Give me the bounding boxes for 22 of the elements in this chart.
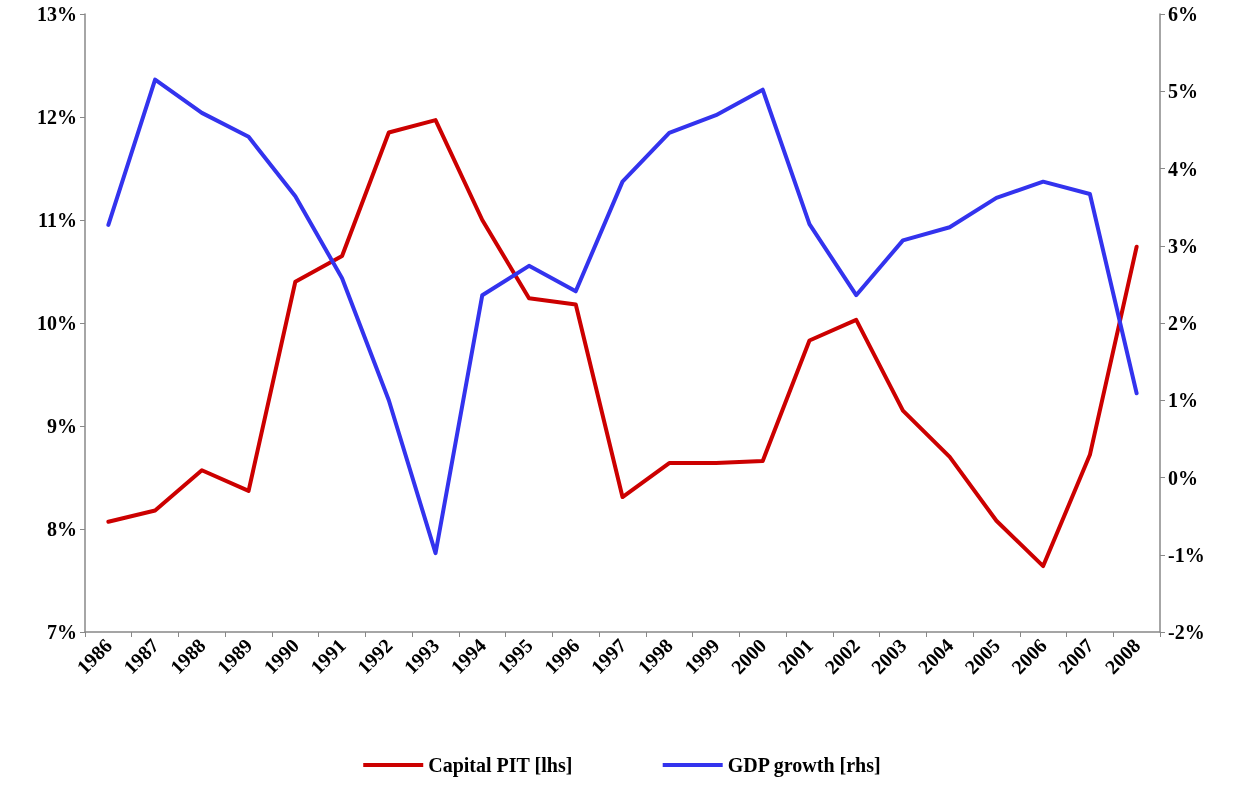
y2-tick-label: 1% bbox=[1168, 389, 1198, 412]
y-tick-label: 8% bbox=[47, 518, 77, 540]
x-tick-label: 1999 bbox=[679, 634, 724, 679]
y-tick-label: 10% bbox=[37, 312, 77, 334]
y2-tick-label: -1% bbox=[1168, 543, 1205, 566]
y-tick-label: 9% bbox=[47, 415, 77, 437]
y2-tick-label: 6% bbox=[1168, 3, 1198, 25]
legend-label: Capital PIT [lhs] bbox=[428, 754, 573, 777]
y2-tick-label: 2% bbox=[1168, 312, 1198, 334]
y-tick-label: 11% bbox=[38, 209, 77, 231]
y2-tick-label: 0% bbox=[1168, 466, 1198, 489]
y-tick-label: 13% bbox=[37, 3, 77, 25]
legend-label: GDP growth [rhs] bbox=[727, 754, 881, 777]
y-tick-label: 7% bbox=[47, 621, 77, 643]
x-tick-label: 1989 bbox=[212, 634, 257, 679]
x-tick-label: 1990 bbox=[259, 634, 304, 679]
x-tick-label: 1991 bbox=[306, 634, 350, 679]
y2-tick-label: 3% bbox=[1168, 234, 1198, 257]
y2-tick-label: 4% bbox=[1168, 157, 1198, 180]
y-tick-label: 12% bbox=[37, 106, 77, 128]
y2-tick-label: 5% bbox=[1168, 80, 1198, 103]
y2-tick-label: -2% bbox=[1168, 621, 1205, 643]
